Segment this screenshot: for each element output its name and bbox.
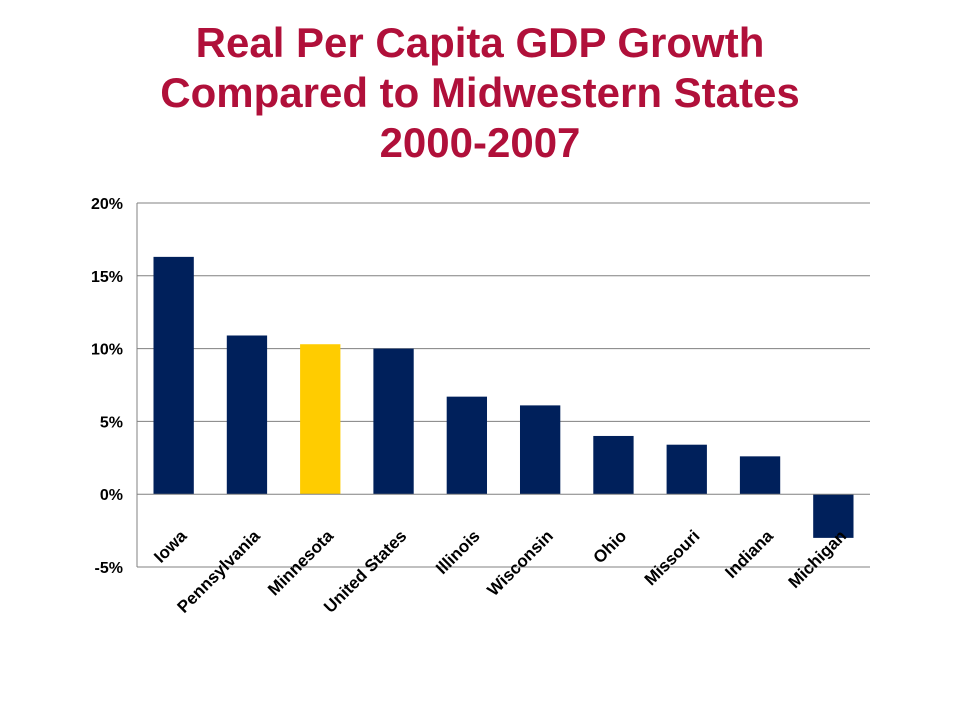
x-category-label: Iowa xyxy=(150,526,191,567)
y-tick-label: 0% xyxy=(100,487,123,504)
bar-illinois xyxy=(446,396,488,495)
bar-michigan xyxy=(813,494,854,538)
title-line-3: 2000-2007 xyxy=(379,119,581,166)
bars xyxy=(153,256,854,538)
axes xyxy=(136,203,870,567)
y-tick-label: 15% xyxy=(91,269,123,286)
title-line-2: Compared to Midwestern States xyxy=(160,69,800,116)
x-category-label: Missouri xyxy=(641,526,704,589)
bar-minnesota xyxy=(300,344,341,495)
x-category-label: Ohio xyxy=(589,526,630,567)
y-tick-label: 5% xyxy=(100,414,123,431)
bar-missouri xyxy=(666,444,707,495)
x-category-label: Illinois xyxy=(432,526,484,578)
y-tick-label: 10% xyxy=(91,342,123,359)
y-tick-label: 20% xyxy=(91,196,123,213)
bar-iowa xyxy=(153,256,194,495)
chart-title: Real Per Capita GDP Growth Compared to M… xyxy=(0,18,960,168)
y-tick-label: -5% xyxy=(95,560,123,577)
y-tick-labels: 20% 15% 10% 5% 0% -5% xyxy=(91,196,123,577)
x-category-label: Wisconsin xyxy=(484,526,557,599)
x-category-label: Indiana xyxy=(721,526,777,582)
x-category-label: Minnesota xyxy=(264,526,337,599)
title-line-1: Real Per Capita GDP Growth xyxy=(195,19,765,66)
bar-wisconsin xyxy=(519,405,561,495)
bar-united-states xyxy=(373,348,414,495)
bar-ohio xyxy=(593,435,634,495)
bar-indiana xyxy=(739,456,781,495)
bar-pennsylvania xyxy=(226,335,268,495)
